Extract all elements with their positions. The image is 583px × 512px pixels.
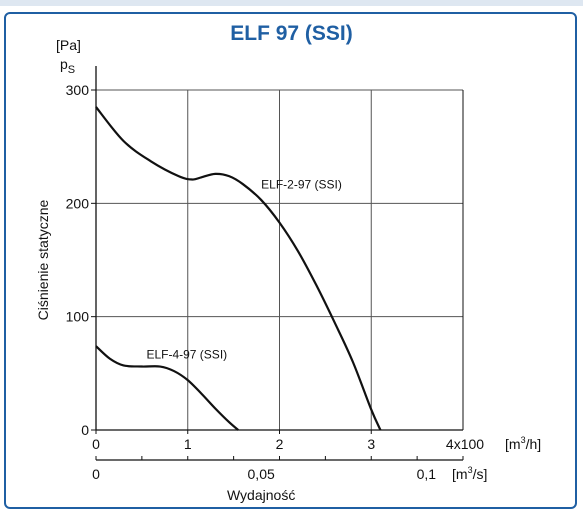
x-tick-label: 0: [92, 436, 100, 452]
grid: [96, 89, 463, 430]
axes: [91, 66, 464, 461]
y-symbol: pS: [60, 56, 75, 76]
y-unit: [Pa]: [56, 37, 81, 53]
x2-tick-label: 0,1: [417, 466, 437, 482]
labels: 0 100 200 300 0 1 2 3 4x100 0 0,05 0,1 [m3/h] [m3/s]…: [35, 37, 541, 503]
x2-tick-label: 0: [92, 466, 100, 482]
x-tick-label: 2: [276, 436, 284, 452]
x-tick-label-4x100: 4x100: [446, 436, 484, 452]
top-strip: [0, 0, 583, 6]
x2-tick-label: 0,05: [248, 466, 275, 482]
series-line: [95, 345, 239, 431]
x-tick-label: 3: [367, 436, 375, 452]
series-layer: [95, 106, 382, 431]
x-unit-primary: [m3/h]: [505, 435, 541, 452]
series-label-elf-4-97: ELF-4-97 (SSI): [146, 348, 227, 362]
y-tick-label: 100: [66, 309, 90, 325]
y-axis-title: Ciśnienie statyczne: [35, 199, 51, 320]
series-label-elf-2-97: ELF-2-97 (SSI): [261, 178, 342, 192]
chart-panel: [4, 12, 577, 509]
y-tick-label: 200: [66, 195, 90, 211]
y-tick-label: 0: [81, 422, 89, 438]
y-tick-label: 300: [66, 82, 90, 98]
chart-title: ELF 97 (SSI): [230, 22, 353, 45]
x-unit-secondary: [m3/s]: [452, 465, 487, 482]
x-axis-title: Wydajność: [227, 487, 295, 503]
x-tick-label: 1: [184, 436, 192, 452]
series-line: [95, 106, 382, 431]
